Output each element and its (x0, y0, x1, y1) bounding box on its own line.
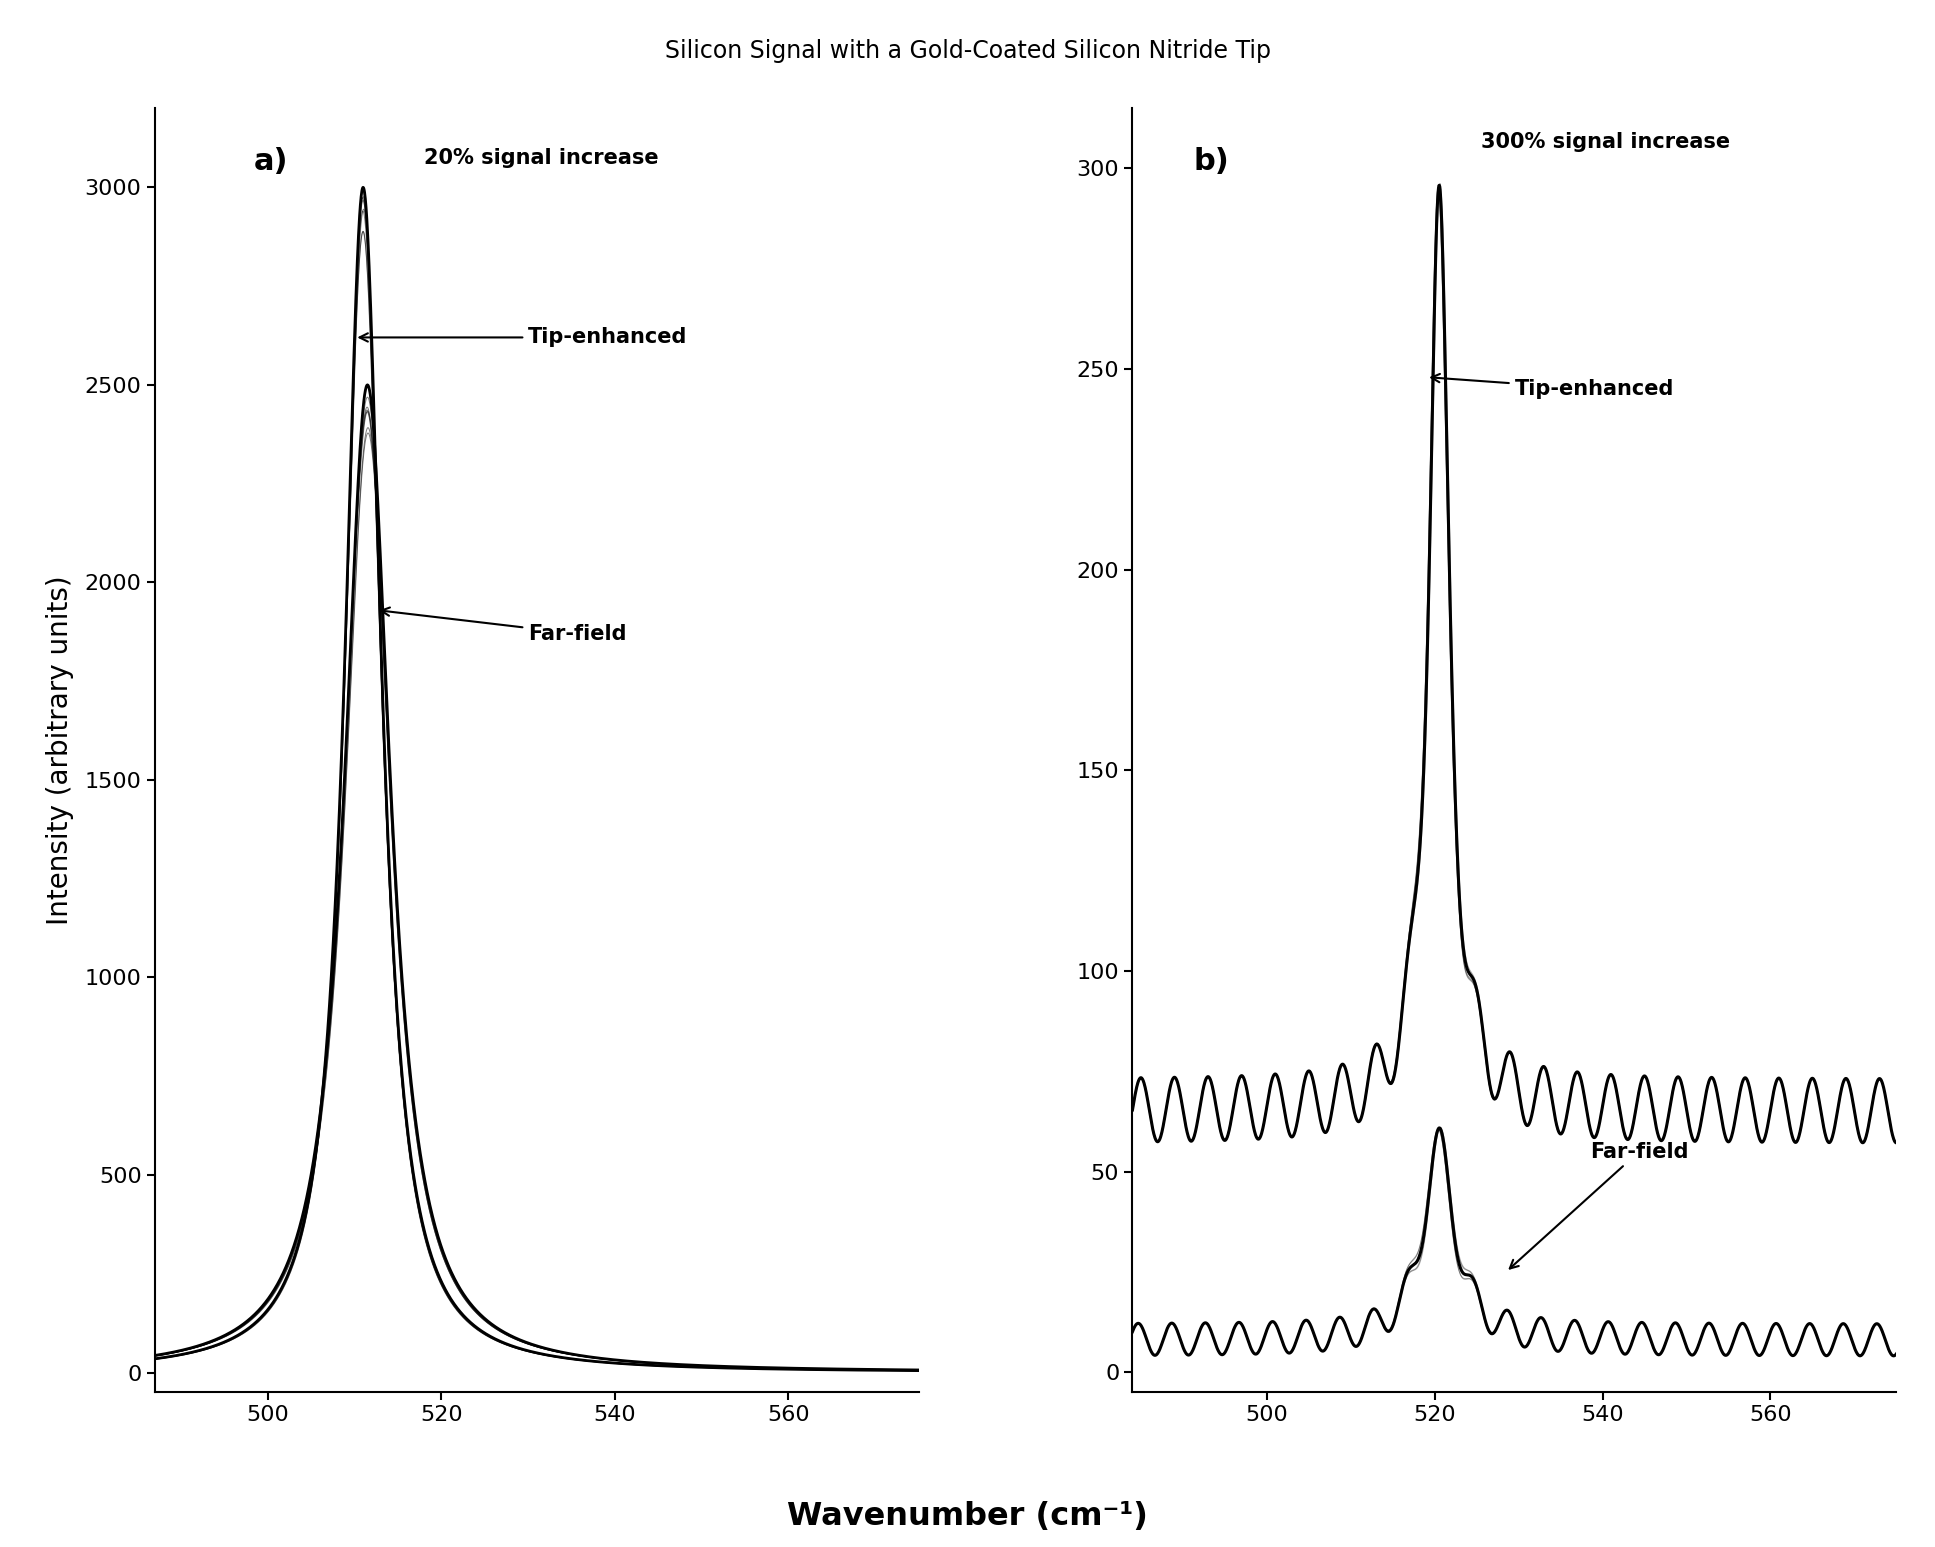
Text: Wavenumber (cm⁻¹): Wavenumber (cm⁻¹) (788, 1501, 1147, 1532)
Text: Tip-enhanced: Tip-enhanced (360, 328, 687, 348)
Text: b): b) (1194, 147, 1229, 176)
Text: Silicon Signal with a Gold-Coated Silicon Nitride Tip: Silicon Signal with a Gold-Coated Silico… (664, 39, 1271, 63)
Text: Tip-enhanced: Tip-enhanced (1432, 374, 1674, 399)
Text: Far-field: Far-field (1509, 1142, 1689, 1269)
Text: a): a) (253, 147, 288, 176)
Y-axis label: Intensity (arbitrary units): Intensity (arbitrary units) (46, 575, 74, 925)
Text: 20% signal increase: 20% signal increase (424, 147, 658, 167)
Text: Far-field: Far-field (381, 608, 627, 644)
Text: 300% signal increase: 300% signal increase (1480, 133, 1730, 153)
